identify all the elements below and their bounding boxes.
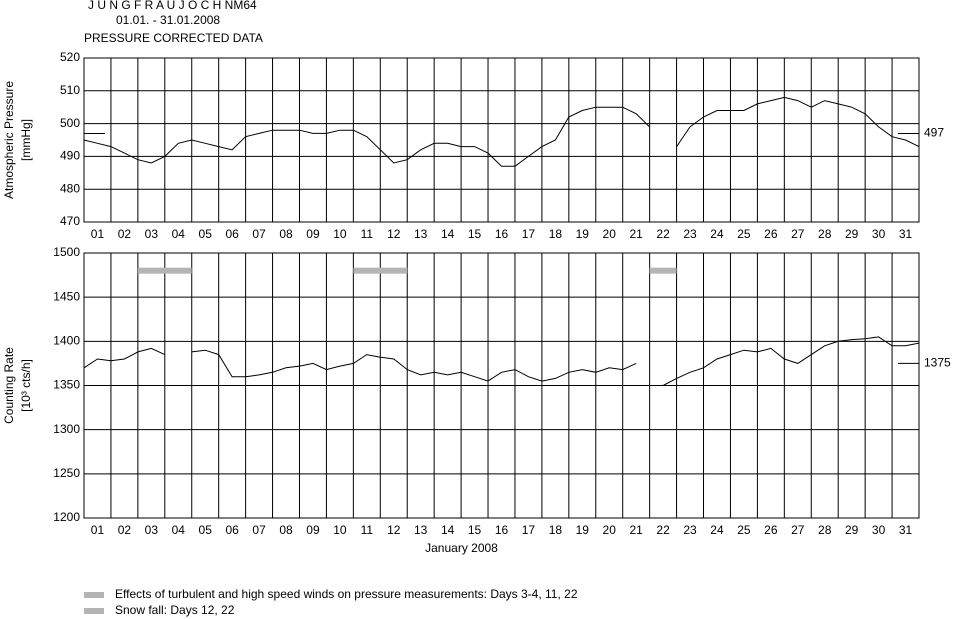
- x-tick-label: 02: [118, 523, 132, 537]
- x-tick-label: 17: [522, 227, 536, 241]
- x-tick-label: 05: [199, 523, 213, 537]
- y-axis-label: Atmospheric Pressure: [2, 81, 16, 199]
- x-tick-label: 26: [764, 523, 778, 537]
- x-tick-label: 10: [333, 227, 347, 241]
- legend-label: Snow fall: Days 12, 22: [115, 603, 235, 617]
- x-tick-label: 15: [468, 523, 482, 537]
- x-tick-label: 17: [522, 523, 536, 537]
- plot-frame: [83, 57, 920, 223]
- y-tick-label: 1200: [53, 510, 80, 524]
- subtitle: PRESSURE CORRECTED DATA: [84, 31, 263, 45]
- x-tick-label: 22: [656, 227, 670, 241]
- x-tick-label: 06: [225, 523, 239, 537]
- y-tick-label: 1250: [53, 466, 80, 480]
- data-line: [83, 96, 920, 167]
- y-axis-label: [mmHg]: [19, 119, 33, 161]
- x-tick-label: 19: [576, 523, 590, 537]
- x-tick-label: 31: [899, 227, 913, 241]
- x-tick-label: 23: [683, 227, 697, 241]
- x-tick-label: 27: [791, 523, 805, 537]
- x-tick-label: 02: [118, 227, 132, 241]
- y-tick-label: 1400: [53, 334, 80, 348]
- x-tick-label: 25: [737, 523, 751, 537]
- y-tick-label: 470: [60, 214, 80, 228]
- x-tick-label: 25: [737, 227, 751, 241]
- x-axis-label: January 2008: [425, 541, 498, 555]
- x-tick-label: 07: [252, 523, 266, 537]
- reference-label: 497: [924, 126, 944, 140]
- x-tick-label: 13: [414, 227, 428, 241]
- x-tick-label: 27: [791, 227, 805, 241]
- x-tick-label: 26: [764, 227, 778, 241]
- x-tick-label: 08: [279, 523, 293, 537]
- plot-frame: [83, 252, 920, 519]
- x-tick-label: 03: [145, 227, 159, 241]
- x-tick-label: 16: [495, 227, 509, 241]
- x-tick-label: 18: [549, 523, 563, 537]
- highlight-span: [137, 267, 192, 274]
- x-tick-label: 01: [91, 227, 105, 241]
- y-tick-label: 480: [60, 181, 80, 195]
- y-tick-label: 490: [60, 149, 80, 163]
- x-tick-label: 12: [387, 523, 401, 537]
- x-tick-label: 31: [899, 523, 913, 537]
- x-tick-label: 03: [145, 523, 159, 537]
- station-title: J U N G F R A U J O C H NM64: [88, 0, 257, 12]
- x-tick-label: 21: [629, 523, 643, 537]
- x-tick-label: 24: [710, 523, 724, 537]
- x-tick-label: 04: [172, 227, 186, 241]
- x-tick-label: 12: [387, 227, 401, 241]
- x-tick-label: 29: [845, 227, 859, 241]
- x-tick-label: 16: [495, 523, 509, 537]
- x-tick-label: 28: [818, 227, 832, 241]
- x-tick-label: 11: [361, 227, 374, 241]
- x-tick-label: 14: [441, 227, 455, 241]
- highlight-span: [649, 267, 677, 274]
- highlight-span: [353, 267, 408, 274]
- y-axis-label: [10³ cts/h]: [19, 359, 33, 412]
- x-tick-label: 21: [629, 227, 643, 241]
- x-tick-label: 29: [845, 523, 859, 537]
- y-tick-label: 510: [60, 83, 80, 97]
- x-tick-label: 23: [683, 523, 697, 537]
- y-tick-label: 1350: [53, 378, 80, 392]
- x-tick-label: 11: [361, 523, 374, 537]
- x-tick-label: 09: [306, 523, 320, 537]
- x-tick-label: 04: [172, 523, 186, 537]
- x-tick-label: 07: [252, 227, 266, 241]
- x-tick-label: 24: [710, 227, 724, 241]
- y-tick-label: 1500: [53, 245, 80, 259]
- x-tick-label: 13: [414, 523, 428, 537]
- x-tick-label: 05: [199, 227, 213, 241]
- x-tick-label: 30: [872, 227, 886, 241]
- period: 01.01. - 31.01.2008: [116, 13, 220, 27]
- x-tick-label: 30: [872, 523, 886, 537]
- x-tick-label: 08: [279, 227, 293, 241]
- data-line: [83, 336, 920, 386]
- x-tick-label: 18: [549, 227, 563, 241]
- y-tick-label: 500: [60, 116, 80, 130]
- reference-label: 1375: [924, 356, 951, 370]
- x-tick-label: 06: [225, 227, 239, 241]
- legend-swatch: [84, 608, 104, 614]
- x-tick-label: 28: [818, 523, 832, 537]
- x-tick-label: 15: [468, 227, 482, 241]
- legend-swatch: [84, 592, 104, 598]
- x-tick-label: 20: [603, 227, 617, 241]
- x-tick-label: 14: [441, 523, 455, 537]
- legend-label: Effects of turbulent and high speed wind…: [115, 587, 578, 601]
- y-axis-label: Counting Rate: [2, 347, 16, 424]
- y-tick-label: 1300: [53, 422, 80, 436]
- x-tick-label: 22: [656, 523, 670, 537]
- x-tick-label: 09: [306, 227, 320, 241]
- x-tick-label: 20: [603, 523, 617, 537]
- x-tick-label: 10: [333, 523, 347, 537]
- x-tick-label: 19: [576, 227, 590, 241]
- y-tick-label: 520: [60, 50, 80, 64]
- x-tick-label: 01: [91, 523, 105, 537]
- y-tick-label: 1450: [53, 289, 80, 303]
